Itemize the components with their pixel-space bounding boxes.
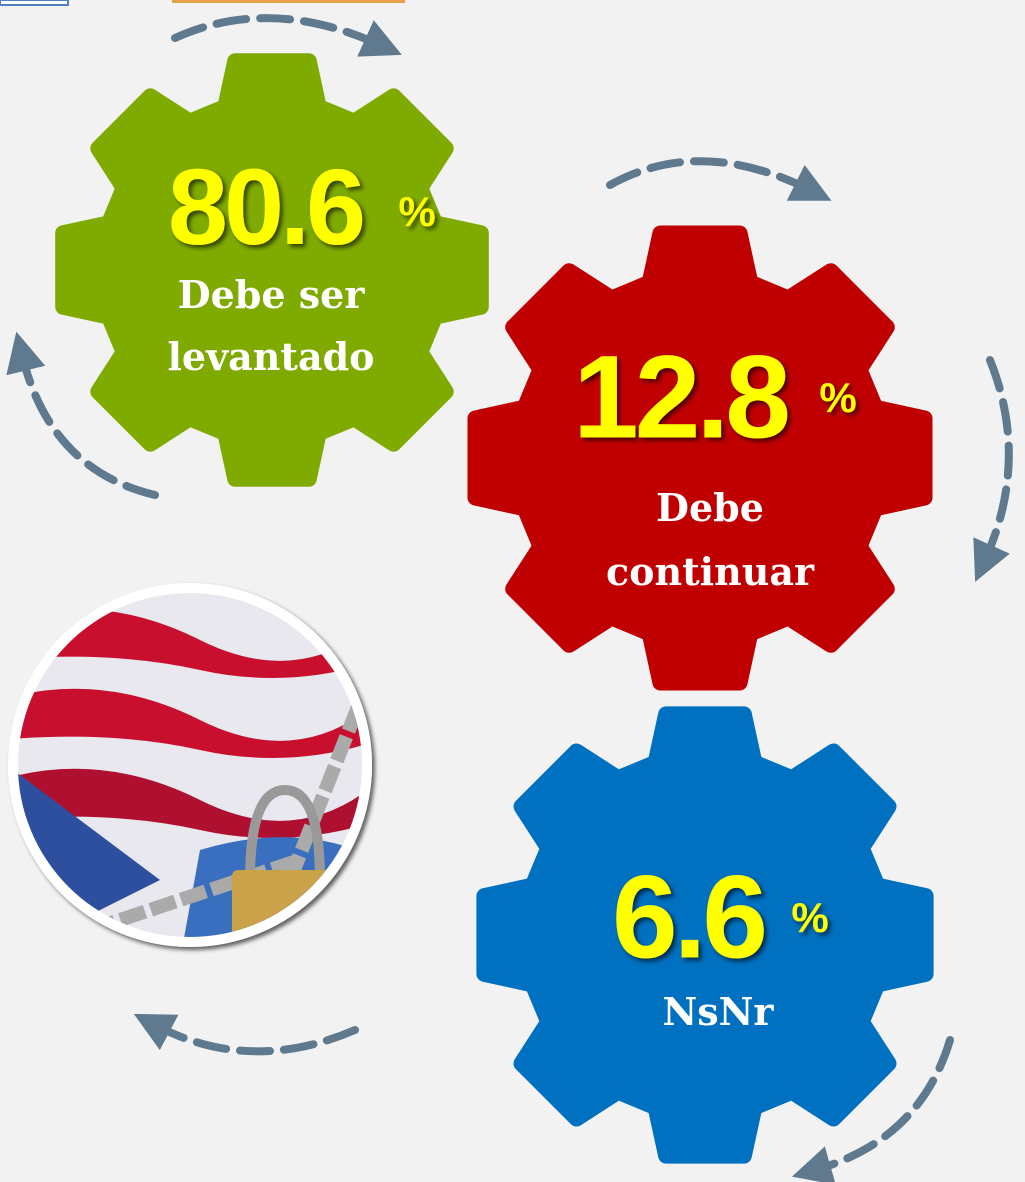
gear-card: 6.6 % NsNr bbox=[476, 706, 934, 1164]
percent-value: 80.6 bbox=[168, 146, 363, 267]
gear-card: 80.6 % Debe ser levantado bbox=[55, 53, 489, 487]
percent-value: 6.6 bbox=[612, 851, 764, 983]
gear bbox=[467, 225, 933, 691]
percent-value: 12.8 bbox=[573, 331, 787, 463]
gear-label: Debe ser bbox=[178, 272, 366, 317]
gear bbox=[55, 53, 489, 487]
gear bbox=[476, 706, 934, 1164]
gear-card: 12.8 % Debe continuar bbox=[467, 225, 933, 691]
top-box bbox=[172, 0, 405, 3]
gear-label: NsNr bbox=[663, 989, 775, 1034]
photo bbox=[8, 583, 372, 947]
gear-label: continuar bbox=[606, 549, 815, 594]
gear-label: Debe bbox=[656, 485, 764, 530]
corner-line bbox=[0, 0, 69, 6]
percent-sign: % bbox=[791, 894, 828, 941]
percent-sign: % bbox=[398, 188, 435, 235]
arrows bbox=[6, 14, 1013, 1182]
gear-label: levantado bbox=[167, 334, 374, 379]
percent-sign: % bbox=[819, 374, 856, 421]
